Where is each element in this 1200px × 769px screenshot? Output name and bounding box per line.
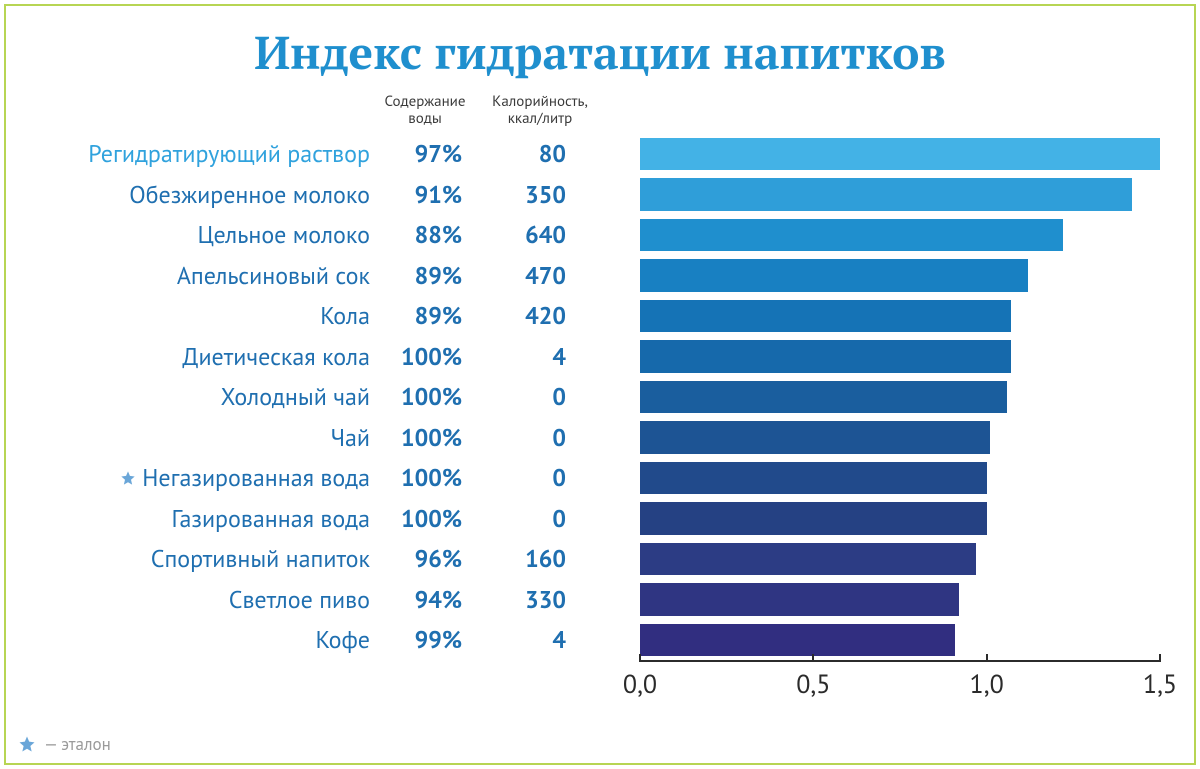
axis-tick-label: 0,5 (796, 668, 830, 701)
legend-text: — эталон (44, 733, 111, 755)
bar (640, 340, 1011, 373)
bar-area (640, 336, 1160, 377)
bar-area (640, 539, 1160, 580)
axis-tick (1159, 654, 1161, 662)
bar (640, 421, 990, 454)
star-icon (18, 735, 36, 753)
bar-area (640, 417, 1160, 458)
bar-area (640, 579, 1160, 620)
bar (640, 462, 987, 495)
axis-tick-label: 1,0 (970, 668, 1004, 701)
bar (640, 502, 987, 535)
x-axis: 0,00,51,01,5 (640, 660, 1160, 706)
bar (640, 219, 1063, 252)
axis-tick-label: 1,5 (1143, 668, 1177, 701)
bar (640, 381, 1007, 414)
axis-tick (812, 654, 814, 662)
bar (640, 178, 1132, 211)
bar (640, 300, 1011, 333)
bar-area (640, 174, 1160, 215)
reference-legend: — эталон (18, 733, 111, 755)
axis-tick-label: 0,0 (623, 668, 657, 701)
bar-area (640, 296, 1160, 337)
bar-area (640, 458, 1160, 499)
bar-area (640, 134, 1160, 175)
bar-area (640, 377, 1160, 418)
bar (640, 583, 959, 616)
bar (640, 624, 955, 657)
bar (640, 138, 1160, 171)
bar-area (640, 620, 1160, 661)
bar-area (640, 255, 1160, 296)
axis-tick (639, 654, 641, 662)
axis-tick (986, 654, 988, 662)
bar-area (640, 498, 1160, 539)
bar (640, 543, 976, 576)
bar (640, 259, 1028, 292)
bar-area (640, 215, 1160, 256)
